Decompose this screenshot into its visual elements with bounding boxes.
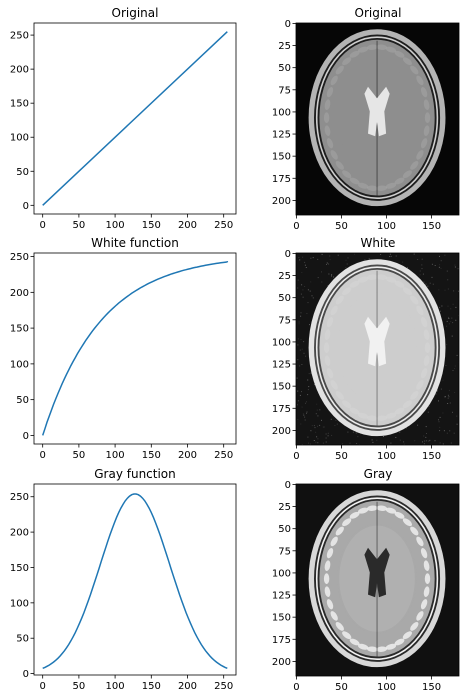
- y-tick-label: 0: [23, 669, 29, 680]
- x-tick-label: 200: [178, 681, 197, 692]
- y-tick-label: 0: [285, 249, 291, 260]
- x-tick-label: 100: [106, 450, 125, 461]
- image-title: Gray: [364, 467, 393, 481]
- y-tick-label: 25: [278, 502, 291, 513]
- y-tick-label: 100: [10, 359, 29, 370]
- y-tick-label: 175: [272, 635, 291, 646]
- x-tick-label: 200: [178, 450, 197, 461]
- y-tick-label: 150: [272, 613, 291, 624]
- x-tick-label: 100: [106, 220, 125, 231]
- y-tick-label: 200: [272, 196, 291, 207]
- y-tick-label: 75: [278, 546, 291, 557]
- x-tick-label: 50: [73, 220, 86, 231]
- y-tick-label: 125: [272, 130, 291, 141]
- y-tick-label: 50: [278, 293, 291, 304]
- x-tick-label: 200: [178, 220, 197, 231]
- x-tick-label: 150: [422, 451, 441, 462]
- mri-image: [296, 23, 459, 215]
- x-tick-label: 150: [422, 682, 441, 693]
- y-tick-label: 100: [272, 568, 291, 579]
- y-tick-label: 0: [285, 480, 291, 491]
- y-tick-label: 75: [278, 85, 291, 96]
- y-tick-label: 250: [10, 252, 29, 263]
- y-tick-label: 100: [272, 107, 291, 118]
- x-tick-label: 0: [40, 450, 46, 461]
- y-tick-label: 50: [16, 395, 29, 406]
- image-gray: Gray 0 50 100 150 0 25 50 75 100 125 150 175 200: [272, 467, 459, 693]
- x-tick-label: 100: [377, 221, 396, 232]
- y-tick-label: 150: [10, 563, 29, 574]
- x-tick-label: 250: [214, 220, 233, 231]
- y-tick-label: 250: [10, 492, 29, 503]
- x-tick-label: 50: [335, 221, 348, 232]
- x-tick-label: 250: [214, 681, 233, 692]
- x-tick-label: 50: [73, 681, 86, 692]
- y-tick-label: 150: [10, 99, 29, 110]
- y-tick-label: 250: [10, 31, 29, 42]
- mri-image: [296, 484, 459, 676]
- y-tick-label: 125: [272, 591, 291, 602]
- image-title: Original: [355, 6, 402, 20]
- plot-title: Gray function: [94, 467, 176, 481]
- x-tick-label: 150: [142, 681, 161, 692]
- y-tick-label: 100: [10, 598, 29, 609]
- image-white: White 0 50 100 150 0 25 50 75 100 125 150 175 200: [272, 236, 460, 462]
- y-tick-label: 125: [272, 360, 291, 371]
- y-tick-label: 200: [272, 426, 291, 437]
- y-tick-label: 150: [272, 382, 291, 393]
- x-tick-label: 100: [106, 681, 125, 692]
- y-tick-label: 50: [278, 63, 291, 74]
- x-tick-label: 0: [293, 221, 299, 232]
- x-tick-label: 150: [142, 450, 161, 461]
- y-tick-label: 150: [272, 152, 291, 163]
- x-tick-label: 0: [40, 220, 46, 231]
- x-tick-label: 100: [377, 682, 396, 693]
- y-tick-label: 200: [10, 65, 29, 76]
- y-tick-label: 75: [278, 315, 291, 326]
- plot-title: Original: [112, 6, 159, 20]
- y-tick-label: 0: [23, 201, 29, 212]
- y-tick-label: 25: [278, 271, 291, 282]
- x-tick-label: 0: [293, 682, 299, 693]
- y-tick-label: 25: [278, 41, 291, 52]
- x-tick-label: 150: [422, 221, 441, 232]
- image-title: White: [361, 236, 396, 250]
- y-tick-label: 150: [10, 324, 29, 335]
- x-tick-label: 50: [335, 451, 348, 462]
- x-tick-label: 0: [40, 681, 46, 692]
- x-tick-label: 50: [73, 450, 86, 461]
- x-tick-label: 150: [142, 220, 161, 231]
- y-tick-label: 0: [23, 431, 29, 442]
- y-tick-label: 50: [278, 524, 291, 535]
- y-tick-label: 200: [10, 288, 29, 299]
- y-tick-label: 175: [272, 404, 291, 415]
- y-tick-label: 0: [285, 19, 291, 30]
- x-tick-label: 250: [214, 450, 233, 461]
- y-tick-label: 200: [272, 657, 291, 668]
- image-original: Original 0 50 100 150 0 25 50 75 100 125 150 175 200: [272, 6, 459, 232]
- y-tick-label: 100: [10, 133, 29, 144]
- x-tick-label: 50: [335, 682, 348, 693]
- y-tick-label: 175: [272, 174, 291, 185]
- x-tick-label: 0: [293, 451, 299, 462]
- y-tick-label: 200: [10, 528, 29, 539]
- y-tick-label: 50: [16, 167, 29, 178]
- plot-title: White function: [91, 236, 179, 250]
- y-tick-label: 100: [272, 337, 291, 348]
- y-tick-label: 50: [16, 634, 29, 645]
- mri-image: [296, 253, 460, 446]
- x-tick-label: 100: [377, 451, 396, 462]
